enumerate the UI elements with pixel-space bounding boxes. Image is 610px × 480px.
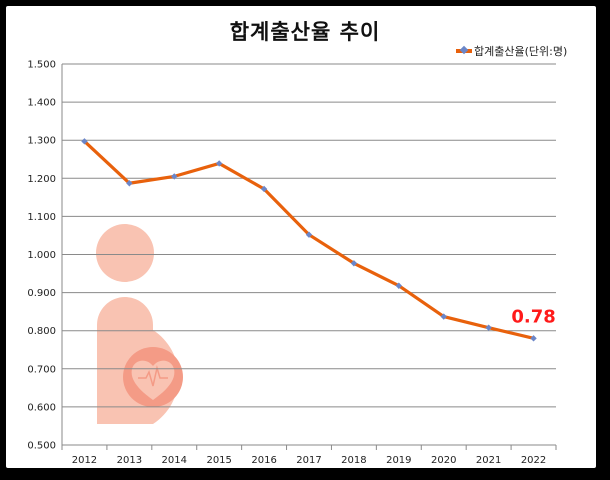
y-axis-labels: 0.500 0.600 0.700 0.800 0.900 1.000 1.100 1.200…: [27, 60, 56, 452]
data-point: [305, 231, 313, 238]
data-point: [440, 313, 447, 320]
data-point: [81, 138, 88, 145]
data-point: [260, 185, 268, 193]
y-tick-label: 0.800: [27, 326, 56, 337]
data-point: [485, 324, 492, 331]
x-tick-label: 2019: [386, 455, 411, 466]
y-tick-label: 1.400: [27, 98, 56, 109]
y-tick-label: 0.600: [27, 402, 56, 413]
grid: [62, 63, 556, 446]
y-tick-label: 0.900: [27, 288, 56, 299]
x-tick-label: 2021: [476, 455, 501, 466]
x-tick-label: 2017: [296, 455, 321, 466]
series-points: [81, 138, 537, 342]
data-point: [395, 282, 403, 289]
legend-label: 합계출산율(단위:명): [474, 45, 568, 58]
annotation-label: 0.78: [511, 306, 555, 327]
x-tick-label: 2020: [431, 455, 456, 466]
x-tick-label: 2013: [117, 455, 142, 466]
data-point: [215, 160, 223, 167]
x-tick-label: 2016: [251, 455, 276, 466]
y-tick-label: 0.500: [27, 441, 56, 452]
x-tick-label: 2012: [72, 455, 97, 466]
legend-line-icon: [456, 49, 472, 53]
y-tick-label: 1.300: [27, 136, 56, 147]
legend: 합계출산율(단위:명): [456, 43, 567, 59]
x-tick-label: 2014: [162, 455, 187, 466]
x-tick-label: 2015: [206, 455, 231, 466]
series-line: [83, 140, 534, 340]
x-axis-labels: 2012 2013 2014 2015 2016 2017 2018 2019 2020 2021…: [72, 455, 547, 466]
y-tick-label: 1.200: [27, 174, 56, 185]
series-line-path: [83, 140, 534, 340]
x-tick-label: 2022: [521, 455, 546, 466]
y-tick-label: 0.700: [27, 364, 56, 375]
y-tick-label: 1.100: [27, 212, 56, 223]
axes: [61, 64, 557, 450]
x-tick-label: 2018: [341, 455, 366, 466]
mother-heart-logo: [96, 224, 183, 424]
data-point: [350, 260, 358, 267]
y-tick-label: 1.500: [27, 60, 56, 71]
chart-title: 합계출산율 추이: [229, 20, 381, 44]
data-point: [171, 173, 178, 180]
y-tick-label: 1.000: [27, 250, 56, 261]
data-point: [530, 335, 537, 342]
data-point: [126, 180, 133, 187]
